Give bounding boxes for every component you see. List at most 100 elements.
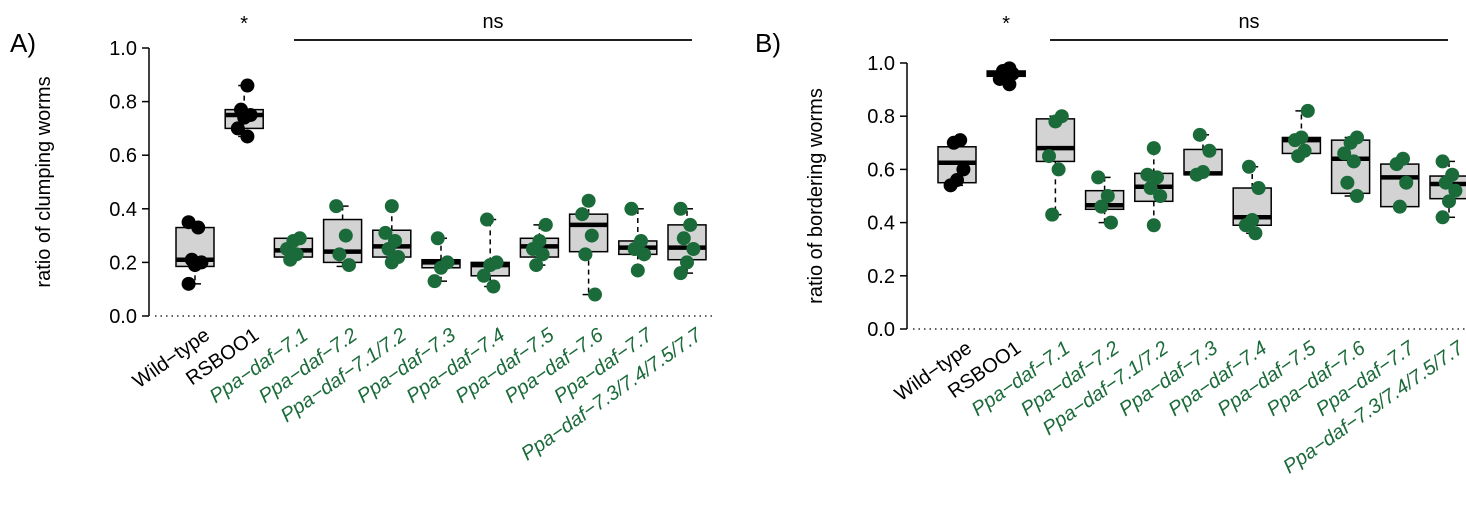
y-tick-label: 0.4: [867, 213, 895, 235]
y-tick-label: 0.4: [109, 199, 137, 221]
y-tick-label: 0.0: [109, 306, 137, 328]
data-point: [1042, 149, 1056, 164]
data-point: [1192, 127, 1207, 142]
y-tick-label: 0.2: [867, 266, 895, 288]
data-point: [630, 263, 645, 278]
data-point: [338, 228, 353, 243]
y-tick-label: 0.8: [109, 92, 137, 114]
data-point: [489, 255, 504, 270]
data-point: [1435, 210, 1450, 225]
data-point: [581, 193, 596, 208]
ns-label: ns: [482, 11, 503, 33]
data-point: [234, 102, 248, 117]
data-point: [1045, 207, 1060, 222]
y-tick-label: 1.0: [867, 53, 895, 75]
data-point: [1346, 154, 1361, 169]
data-point: [584, 228, 599, 243]
data-point: [384, 199, 399, 214]
data-point: [575, 207, 590, 222]
box-group-6: [470, 212, 510, 294]
box-group-6: [1232, 159, 1272, 241]
data-point: [1350, 130, 1364, 145]
panel-label: A): [10, 28, 36, 58]
data-point: [529, 258, 544, 273]
data-point: [332, 247, 347, 262]
data-point: [1445, 167, 1460, 182]
data-point: [1091, 170, 1106, 185]
data-point: [1242, 159, 1256, 174]
data-point: [1140, 167, 1155, 182]
ns-label: ns: [1238, 11, 1259, 33]
significance-star: *: [1002, 13, 1010, 35]
data-point: [240, 129, 255, 144]
data-point: [673, 201, 688, 216]
data-point: [1294, 130, 1309, 145]
data-point: [1196, 165, 1210, 180]
data-point: [1340, 175, 1355, 190]
data-point: [1002, 61, 1017, 76]
data-point: [1392, 199, 1407, 214]
data-point: [538, 217, 553, 232]
data-point: [440, 255, 455, 270]
chart-panel-b: B) ratio of bordering worms 0.0 0.2 0.4 0.6 0.…: [755, 11, 1466, 478]
data-point: [1143, 181, 1158, 196]
box-group-4: [1134, 141, 1174, 233]
data-point: [181, 215, 196, 230]
data-point: [673, 266, 688, 281]
y-tick-label: 0.6: [109, 145, 137, 167]
data-point: [950, 173, 964, 188]
data-point: [430, 231, 445, 246]
data-point: [1350, 189, 1364, 203]
data-point: [634, 233, 648, 248]
data-point: [624, 201, 639, 216]
data-point: [427, 274, 442, 289]
data-point: [1100, 189, 1115, 203]
box-group-2: [1035, 109, 1076, 222]
data-point: [683, 217, 698, 232]
y-tick-label: 0.6: [867, 159, 895, 181]
data-point: [956, 162, 971, 177]
chart-panel-a: A) ratio of clumping worms 0.0 0.2 0.4 0.6 0.8…: [10, 11, 715, 465]
box-group-3: [1084, 170, 1125, 230]
box-group-4: [372, 199, 412, 270]
data-point: [1248, 226, 1263, 241]
data-point: [486, 279, 501, 294]
data-point: [1104, 215, 1118, 230]
y-tick-label: 0.8: [867, 106, 895, 128]
data-point: [588, 287, 602, 302]
data-point: [676, 231, 691, 246]
data-point: [953, 133, 968, 148]
data-point: [391, 250, 406, 265]
data-point: [292, 231, 307, 246]
box-group-9: [1380, 151, 1420, 214]
data-point: [329, 199, 344, 214]
data-point: [1448, 183, 1463, 198]
y-axis-label: ratio of clumping worms: [33, 76, 55, 287]
y-tick-label: 1.0: [109, 38, 137, 60]
data-point: [240, 78, 255, 93]
box-group-1: [224, 78, 264, 144]
data-point: [181, 276, 196, 291]
data-point: [1251, 181, 1266, 196]
data-point: [680, 255, 694, 270]
box-group-2: [273, 231, 314, 267]
data-point: [480, 212, 494, 227]
data-point: [1146, 141, 1161, 156]
data-point: [1054, 109, 1069, 124]
significance-star: *: [240, 13, 248, 35]
panel-label: B): [755, 28, 781, 58]
data-point: [1153, 189, 1168, 203]
data-point: [1435, 154, 1450, 169]
data-point: [184, 252, 199, 267]
box-group-7: [1281, 103, 1322, 164]
box-group-0: [175, 215, 215, 291]
box-group-8: [568, 193, 609, 302]
data-point: [1094, 199, 1109, 214]
data-point: [1051, 162, 1066, 177]
data-point: [1399, 175, 1414, 190]
box-group-1: [986, 61, 1026, 92]
data-point: [476, 268, 491, 283]
data-point: [578, 247, 593, 262]
data-point: [686, 242, 701, 256]
